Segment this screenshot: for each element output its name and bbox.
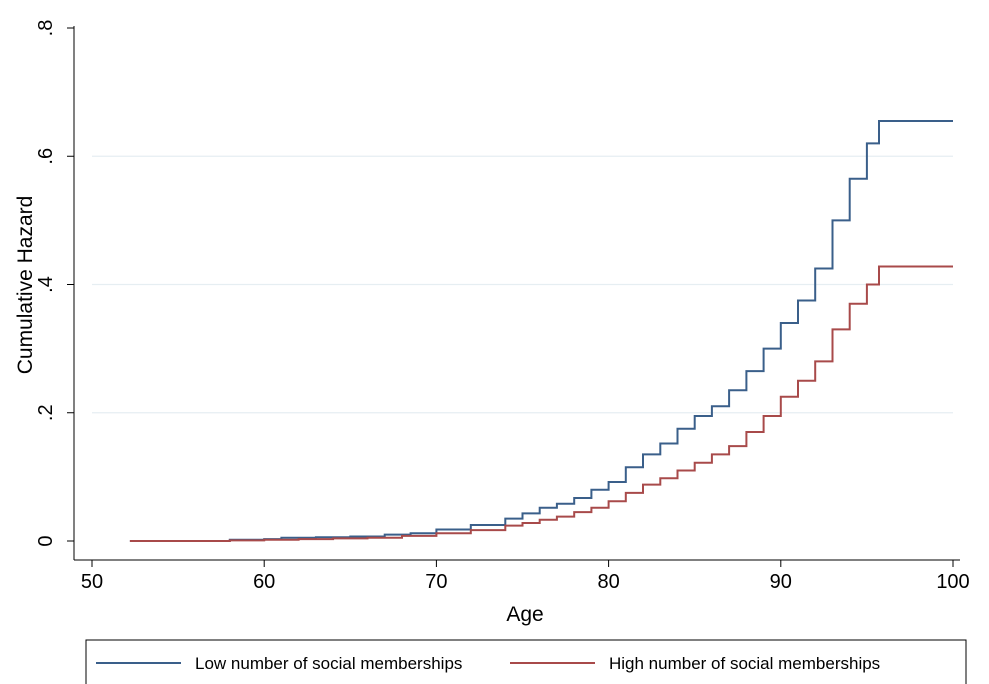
x-tick-label-4: 90 xyxy=(770,571,792,593)
series-line-0 xyxy=(130,121,953,541)
gridlines xyxy=(92,156,953,413)
y-tick-label-0: 0 xyxy=(35,535,57,546)
x-tick-label-1: 60 xyxy=(253,571,275,593)
y-tick-label-4: .8 xyxy=(35,20,57,37)
legend-label-high: High number of social memberships xyxy=(609,654,880,673)
x-tick-label-3: 80 xyxy=(597,571,619,593)
y-tick-label-3: .6 xyxy=(35,148,57,165)
series-line-1 xyxy=(130,267,953,542)
axes xyxy=(74,26,960,560)
legend-label-low: Low number of social memberships xyxy=(195,654,462,673)
y-tick-label-2: .4 xyxy=(35,276,57,293)
y-tick-label-1: .2 xyxy=(35,404,57,421)
x-axis-ticks: 50 60 70 80 90 100 xyxy=(81,560,970,593)
x-axis-title: Age xyxy=(506,603,543,626)
x-tick-label-0: 50 xyxy=(81,571,103,593)
x-tick-label-5: 100 xyxy=(936,571,969,593)
y-axis-title: Cumulative Hazard xyxy=(14,196,37,375)
series-lines xyxy=(130,121,953,541)
legend: Low number of social memberships High nu… xyxy=(86,640,966,684)
x-tick-label-2: 70 xyxy=(425,571,447,593)
y-axis-ticks: 0 .2 .4 .6 .8 xyxy=(35,20,74,547)
